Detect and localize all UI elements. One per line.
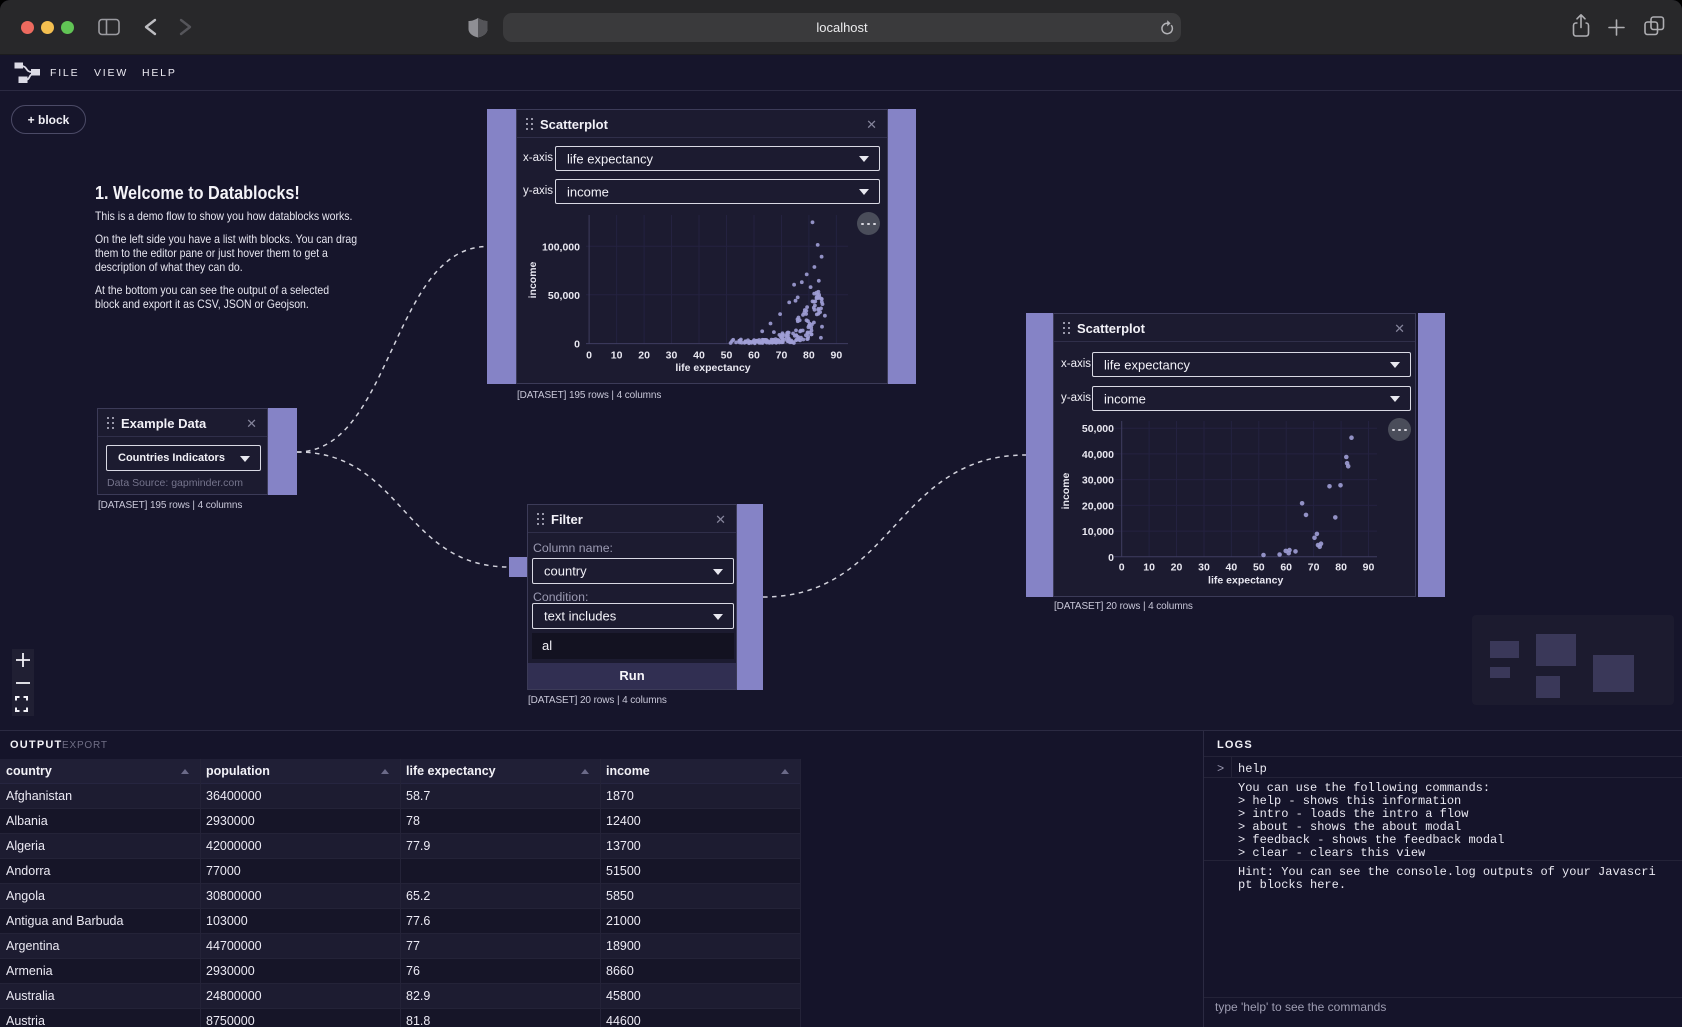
svg-text:20,000: 20,000 (1082, 500, 1114, 512)
svg-text:70: 70 (776, 349, 788, 361)
svg-text:30,000: 30,000 (1082, 475, 1114, 487)
svg-text:50,000: 50,000 (548, 290, 580, 302)
svg-text:40: 40 (693, 349, 705, 361)
svg-text:20: 20 (1171, 561, 1183, 573)
svg-text:80: 80 (803, 349, 815, 361)
svg-text:40,000: 40,000 (1082, 449, 1114, 461)
svg-text:0: 0 (1119, 561, 1125, 573)
svg-text:0: 0 (574, 339, 580, 351)
svg-text:10: 10 (1143, 561, 1155, 573)
svg-text:30: 30 (1198, 561, 1210, 573)
svg-text:0: 0 (586, 349, 592, 361)
svg-text:income: income (1060, 472, 1072, 509)
svg-text:30: 30 (666, 349, 678, 361)
svg-text:income: income (527, 261, 539, 298)
svg-text:10,000: 10,000 (1082, 526, 1114, 538)
svg-text:60: 60 (748, 349, 760, 361)
svg-text:90: 90 (1363, 561, 1375, 573)
svg-text:60: 60 (1280, 561, 1292, 573)
svg-text:50: 50 (1253, 561, 1265, 573)
svg-text:10: 10 (611, 349, 623, 361)
svg-text:90: 90 (831, 349, 843, 361)
svg-text:70: 70 (1308, 561, 1320, 573)
svg-text:50: 50 (721, 349, 733, 361)
svg-text:life expectancy: life expectancy (1208, 574, 1283, 586)
svg-text:life expectancy: life expectancy (675, 362, 750, 374)
svg-text:0: 0 (1108, 552, 1114, 564)
svg-text:40: 40 (1226, 561, 1238, 573)
svg-text:50,000: 50,000 (1082, 423, 1114, 435)
svg-text:80: 80 (1335, 561, 1347, 573)
svg-text:20: 20 (638, 349, 650, 361)
svg-text:100,000: 100,000 (542, 241, 580, 253)
